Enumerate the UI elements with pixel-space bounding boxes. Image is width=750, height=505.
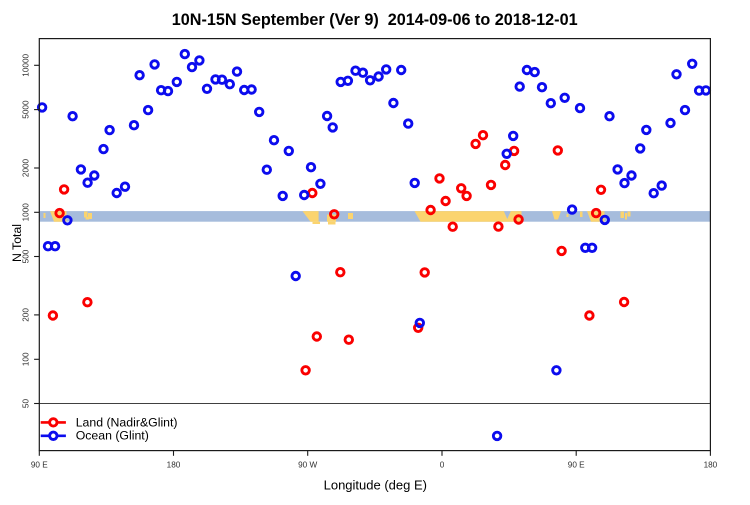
svg-text:Ocean (Glint): Ocean (Glint) [76,429,149,443]
svg-text:200: 200 [22,308,31,322]
svg-text:Longitude (deg E): Longitude (deg E) [324,478,427,493]
svg-text:180: 180 [167,461,181,470]
svg-text:90 E: 90 E [31,461,48,470]
svg-text:0: 0 [440,461,445,470]
svg-text:100: 100 [22,352,31,366]
svg-text:2000: 2000 [22,158,31,177]
svg-text:10N-15N September (Ver 9) 201: 10N-15N September (Ver 9) 2014-09-06 to … [172,11,578,29]
svg-text:90 E: 90 E [568,461,585,470]
svg-text:1000: 1000 [22,203,31,222]
svg-text:10000: 10000 [22,53,31,76]
svg-text:180: 180 [704,461,718,470]
svg-text:500: 500 [22,249,31,263]
svg-text:N Total: N Total [10,224,24,262]
svg-text:5000: 5000 [22,100,31,119]
svg-text:90 W: 90 W [298,461,317,470]
svg-text:Land (Nadir&Glint): Land (Nadir&Glint) [76,415,178,429]
svg-text:50: 50 [22,399,31,409]
